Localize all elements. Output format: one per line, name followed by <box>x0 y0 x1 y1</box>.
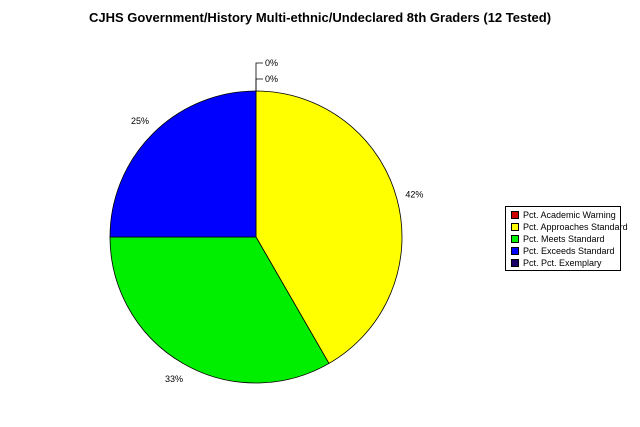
leader-line-academic-warning <box>255 62 263 91</box>
legend-item-exemplary: Pct. Pct. Exemplary <box>511 257 620 269</box>
slice-label-approaches-standard: 42% <box>405 190 423 200</box>
legend: Pct. Academic Warning Pct. Approaches St… <box>505 206 628 271</box>
pie-slice-meets-standard <box>109 236 330 384</box>
legend-label: Pct. Pct. Exemplary <box>523 258 602 268</box>
legend-swatch <box>511 223 519 231</box>
slice-label-academic-warning: 0% <box>265 58 278 68</box>
slice-label-exemplary: 0% <box>265 74 278 84</box>
pie-slice-exceeds-standard <box>109 90 257 238</box>
legend-label: Pct. Meets Standard <box>523 234 605 244</box>
legend-item-academic-warning: Pct. Academic Warning <box>511 209 620 221</box>
chart-title: CJHS Government/History Multi-ethnic/Und… <box>88 10 552 25</box>
legend-label: Pct. Exceeds Standard <box>523 246 615 256</box>
legend-swatch <box>511 247 519 255</box>
legend-item-exceeds-standard: Pct. Exceeds Standard <box>511 245 620 257</box>
legend-swatch <box>511 259 519 267</box>
legend-item-meets-standard: Pct. Meets Standard <box>511 233 620 245</box>
leader-line-exemplary <box>255 78 263 91</box>
slice-label-meets-standard: 33% <box>165 374 183 384</box>
legend-swatch <box>511 235 519 243</box>
pie-slice-approaches-standard <box>255 90 403 365</box>
legend-label: Pct. Approaches Standard <box>523 222 628 232</box>
legend-item-approaches-standard: Pct. Approaches Standard <box>511 221 628 233</box>
legend-swatch <box>511 211 519 219</box>
slice-label-exceeds-standard: 25% <box>131 116 149 126</box>
legend-label: Pct. Academic Warning <box>523 210 616 220</box>
